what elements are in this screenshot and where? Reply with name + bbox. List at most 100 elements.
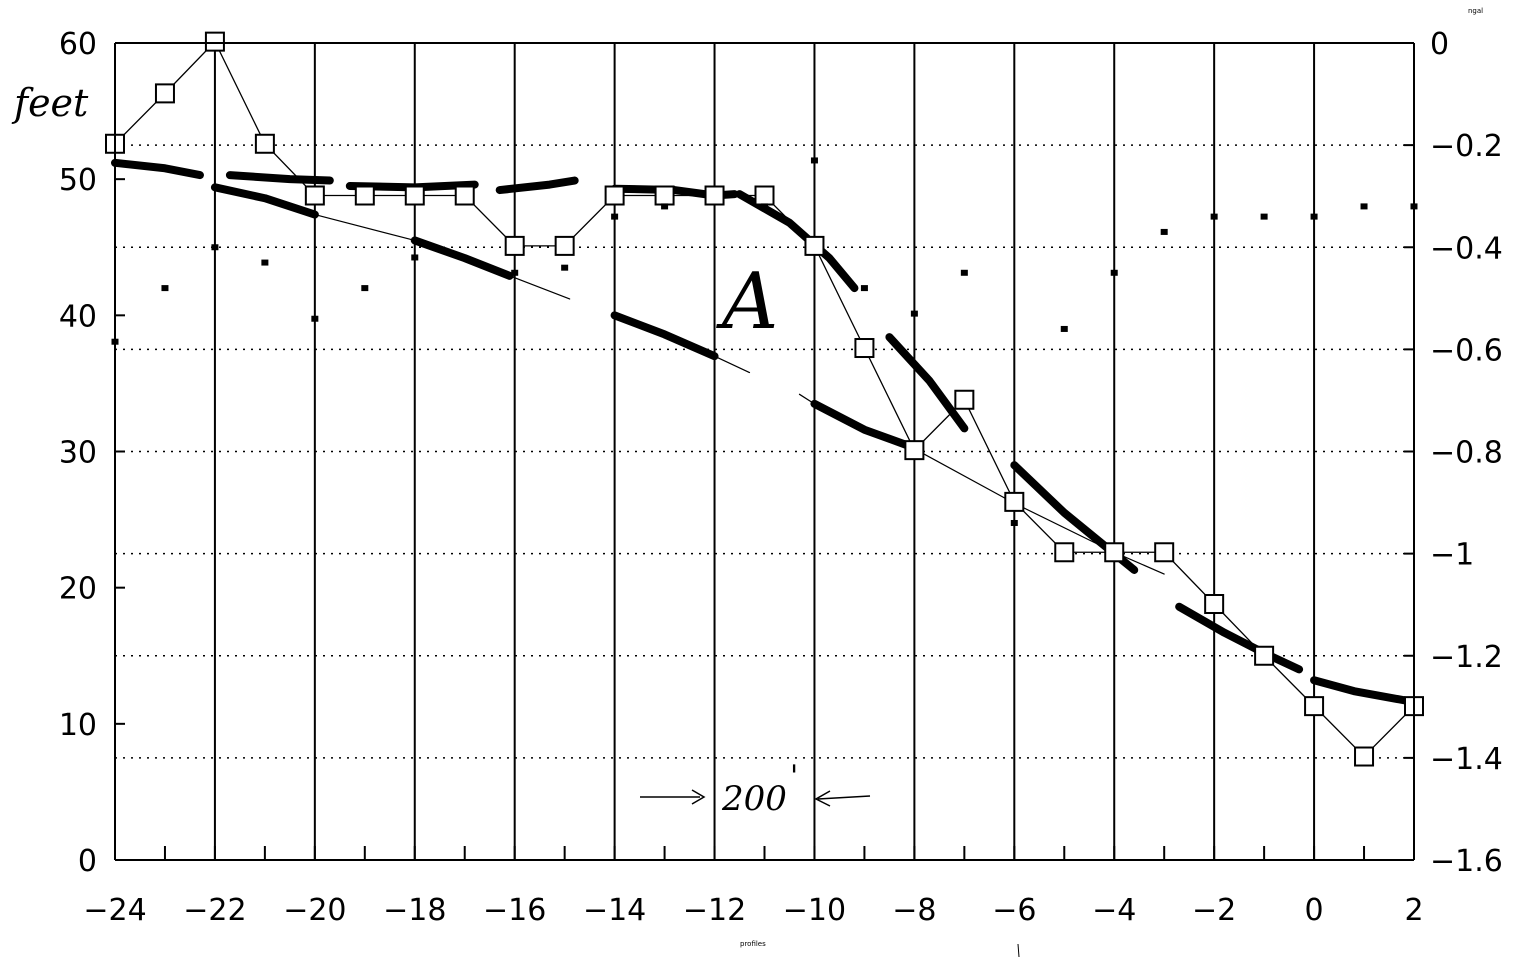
series-2-marker: [1310, 213, 1318, 220]
annotation-distance-mark: ': [790, 759, 798, 794]
x-tick-label: −12: [683, 893, 746, 928]
series-1-marker: [754, 185, 775, 206]
series-1-marker: [904, 440, 925, 461]
x-tick-label: −6: [992, 893, 1036, 928]
right-arrow-line: [817, 795, 871, 800]
series-1-marker: [654, 185, 675, 206]
hand-trace-thick: [885, 333, 969, 433]
hand-trace-thick: [1310, 676, 1418, 707]
x-tick-label: −18: [383, 893, 446, 928]
x-axis-title: profiles: [740, 940, 766, 948]
y-left-tick-label: 30: [59, 436, 97, 471]
hand-trace-thick: [111, 158, 204, 180]
stray-mark: [1017, 943, 1020, 958]
grid: [114, 43, 1415, 860]
annotation-a: A: [716, 257, 778, 347]
series-2-marker: [411, 254, 419, 261]
series-1-marker: [704, 185, 725, 206]
annotation-distance: 200: [721, 779, 787, 819]
series-1-marker: [204, 31, 225, 52]
series-2-marker: [1210, 213, 1218, 220]
x-tick-label: 0: [1305, 893, 1324, 928]
series-layer: [105, 31, 1424, 767]
series-1-marker: [154, 83, 175, 104]
y-right-tick-label: −1.4: [1430, 742, 1503, 777]
series-1-marker: [554, 235, 575, 256]
y-left-tick-label: 20: [59, 572, 97, 607]
series-2-marker: [1060, 325, 1068, 332]
x-tick-label: −20: [283, 893, 346, 928]
series-1-marker: [1104, 542, 1125, 563]
series-1-marker: [1054, 542, 1075, 563]
series-1-marker: [454, 185, 475, 206]
left-arrowhead: [691, 789, 706, 805]
hand-trace-thin: [798, 393, 816, 405]
series-2-marker: [611, 213, 619, 220]
x-tick-label: −16: [483, 893, 546, 928]
series-2-marker: [1360, 203, 1368, 210]
y-right-tick-label: −0.2: [1430, 129, 1503, 164]
series-1-marker: [1004, 491, 1025, 512]
series-2-marker: [910, 310, 918, 317]
series-1-marker: [1254, 645, 1275, 666]
series-2-marker: [561, 264, 569, 271]
distance-annotation: 200 ': [640, 759, 871, 819]
series-2-marker: [810, 157, 818, 164]
series-1-marker: [854, 338, 875, 359]
series-2-marker: [761, 203, 768, 210]
series-2-marker: [311, 315, 319, 322]
series-1-marker: [1354, 746, 1375, 767]
hand-trace-thick: [810, 399, 914, 451]
hand-trace-thick: [210, 183, 319, 219]
hand-trace-thin: [908, 445, 1165, 575]
series-1-marker: [804, 235, 825, 256]
x-tick-label: −2: [1192, 893, 1236, 928]
y-right-tick-label: −0.4: [1430, 231, 1503, 266]
hand-drawn-traces: [111, 158, 1418, 707]
hand-trace-thick: [1175, 602, 1304, 674]
series-1-marker: [304, 185, 325, 206]
axes: −24 −22 −20 −18 −16 −14 −12 −10 −8 −6 −4 −2 0 2010203…: [59, 27, 1503, 928]
hand-trace-thick: [410, 236, 514, 280]
hand-trace-thin: [713, 355, 751, 374]
series-1-marker: [504, 235, 525, 256]
x-tick-label: −8: [892, 893, 936, 928]
y-left-tick-label: 50: [59, 163, 97, 198]
right-arrowhead: [814, 790, 831, 807]
x-tick-label: −24: [83, 893, 146, 928]
y-right-tick-label: −0.8: [1430, 436, 1503, 471]
x-tick-label: −4: [1092, 893, 1136, 928]
series-1-marker: [1204, 594, 1225, 615]
series-2-marker: [211, 244, 219, 251]
series-2-marker: [361, 285, 369, 292]
series-2-marker: [661, 203, 669, 210]
series-2-marker: [1110, 269, 1118, 276]
series-2-marker: [511, 269, 519, 276]
series-2-marker: [860, 285, 868, 292]
y-left-tick-label: 0: [78, 844, 97, 879]
x-tick-label: −14: [583, 893, 646, 928]
series-2-marker: [261, 259, 269, 266]
left-axis-title: feet: [11, 81, 89, 125]
series-1-marker: [1154, 542, 1175, 563]
y-left-tick-label: 60: [59, 27, 97, 62]
series-2-marker: [960, 269, 968, 276]
y-right-tick-label: −1: [1430, 538, 1474, 573]
series-2-marker: [1010, 519, 1018, 526]
series-2-marker: [1160, 228, 1168, 235]
series-2-marker: [1260, 213, 1268, 220]
x-tick-label: −22: [183, 893, 246, 928]
y-right-tick-label: −1.6: [1430, 844, 1503, 879]
series-1-marker: [254, 133, 275, 154]
y-right-tick-label: 0: [1430, 27, 1449, 62]
series-1-marker: [1304, 696, 1325, 717]
series-1-marker: [354, 185, 375, 206]
right-axis-title: ngal: [1468, 7, 1483, 15]
y-left-tick-label: 40: [59, 299, 97, 334]
x-tick-label: 2: [1404, 893, 1423, 928]
hand-trace-thick: [495, 176, 579, 195]
hand-trace-thick: [610, 311, 719, 361]
hand-trace-thin: [509, 275, 571, 300]
y-right-tick-label: −0.6: [1430, 333, 1503, 368]
series-2-marker: [161, 285, 169, 292]
